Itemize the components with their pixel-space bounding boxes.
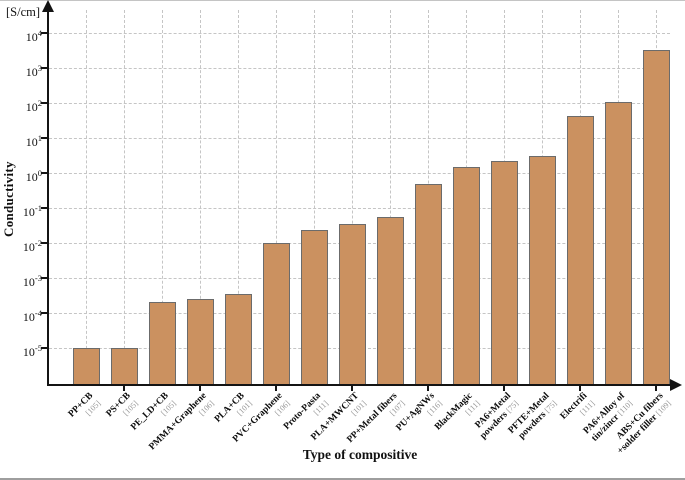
bar-pla-mwcnt [338, 223, 366, 385]
bar-pp-cb [72, 348, 100, 385]
y-axis-tick [41, 207, 48, 209]
x-axis-tick [123, 386, 125, 391]
vertical-gridline [200, 10, 201, 384]
horizontal-gridline [49, 33, 670, 34]
vertical-gridline [162, 10, 163, 384]
y-tick-label: 10-2 [22, 238, 42, 254]
y-axis-tick [41, 347, 48, 349]
vertical-gridline [238, 10, 239, 384]
y-tick-label: 101 [25, 133, 42, 149]
y-tick-label: 10-5 [22, 343, 42, 359]
x-axis-tick [579, 386, 581, 391]
bar-pa6-alloy-of-tin-zincr [604, 102, 632, 385]
x-category-label: PP+CB [105] [66, 391, 103, 420]
y-axis-unit-label: [S/cm] [6, 5, 41, 19]
vertical-gridline [276, 10, 277, 384]
bar-pla-cb [224, 293, 252, 385]
bar-pmma-graphene [186, 299, 214, 385]
bar-electrifi [566, 116, 594, 385]
y-tick-label: 10-3 [22, 273, 42, 289]
horizontal-gridline [49, 173, 670, 174]
y-axis-tick [41, 172, 48, 174]
bar-pa6-metal-powders [490, 161, 518, 385]
x-axis-tick [351, 386, 353, 391]
horizontal-gridline [49, 208, 670, 209]
x-category-label: PU+AgNWs [116] [394, 391, 445, 434]
y-axis-title: Conductivity [1, 161, 16, 237]
bar-abs-cu-fibers-solder-filler [642, 50, 670, 385]
x-axis-tick [199, 386, 201, 391]
x-axis-tick [275, 386, 277, 391]
vertical-gridline [390, 10, 391, 384]
bar-blackmagic [452, 166, 480, 385]
bar-pe-ld-cb [148, 302, 176, 385]
x-axis-title: Type of compositive [302, 447, 418, 462]
horizontal-gridline [49, 68, 670, 69]
horizontal-gridline [49, 103, 670, 104]
vertical-gridline [86, 10, 87, 384]
vertical-gridline [352, 10, 353, 384]
y-axis-arrow-icon [42, 0, 54, 12]
x-axis-line [47, 384, 672, 386]
x-category-label: BlackMagic [111] [433, 391, 483, 433]
y-axis-tick [41, 312, 48, 314]
figure-bottom-rule [0, 478, 685, 480]
vertical-gridline [314, 10, 315, 384]
y-tick-label: 102 [25, 98, 42, 114]
y-axis-tick [41, 32, 48, 34]
y-axis-tick [41, 67, 48, 69]
y-axis-tick [41, 102, 48, 104]
x-axis-arrow-icon [670, 379, 682, 391]
y-axis-tick [41, 137, 48, 139]
bar-pu-agnws [414, 183, 442, 385]
vertical-gridline [124, 10, 125, 384]
bar-ps-cb [110, 348, 138, 385]
y-axis-tick [41, 242, 48, 244]
y-tick-label: 103 [25, 63, 42, 79]
x-axis-tick [427, 386, 429, 391]
y-tick-label: 10-4 [22, 308, 42, 324]
figure-top-rule [0, 0, 685, 1]
bar-pfte-metal-powders [528, 156, 556, 385]
y-tick-label: 100 [25, 168, 42, 184]
y-tick-label: 10-1 [22, 203, 42, 219]
bar-pvc-graphene [262, 243, 290, 385]
bar-pp-metal-fibers [376, 217, 404, 385]
horizontal-gridline [49, 138, 670, 139]
bar-proto-pasta [300, 230, 328, 385]
y-tick-label: 104 [25, 28, 42, 44]
y-axis-line [47, 8, 49, 386]
x-axis-tick [503, 386, 505, 391]
x-axis-tick [655, 386, 657, 391]
y-axis-tick [41, 277, 48, 279]
